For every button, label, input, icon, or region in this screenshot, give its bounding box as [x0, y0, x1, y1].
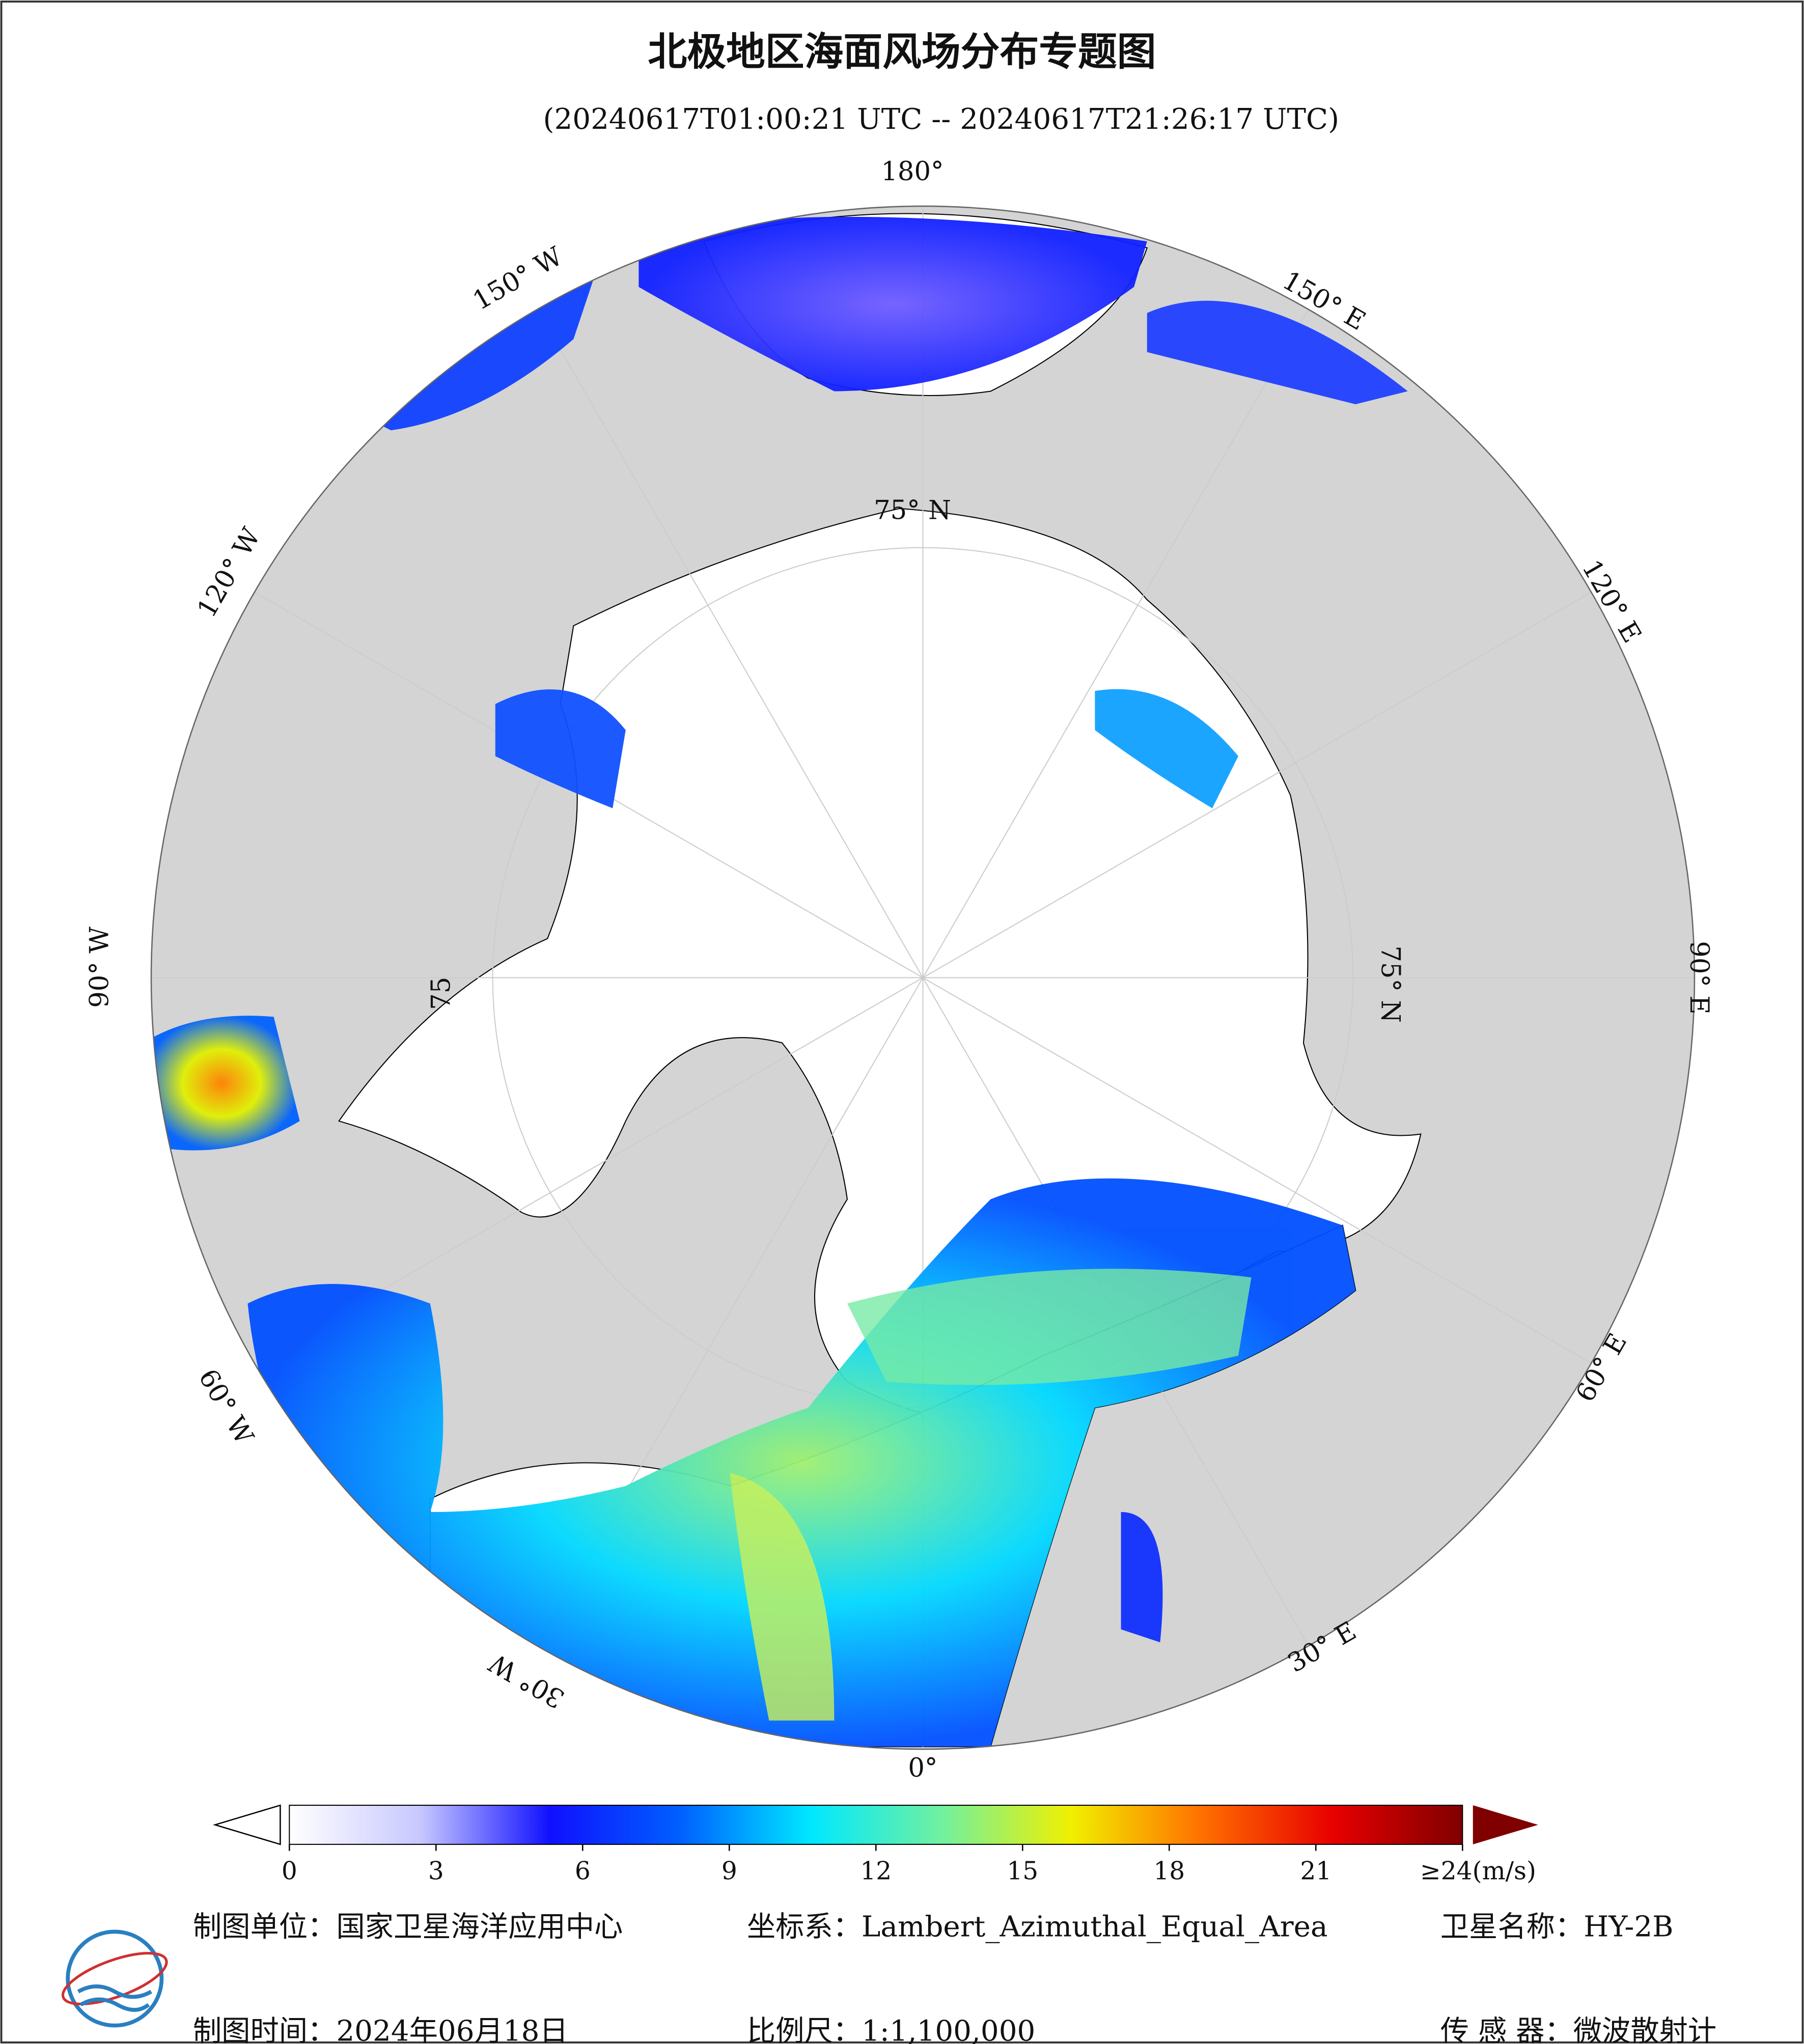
footer-text: 制图时间：2024年06月18日 [193, 2015, 568, 2044]
colorbar-tick-label: 6 [575, 1857, 591, 1886]
map-subtitle: (20240617T01:00:21 UTC -- 20240617T21:26… [543, 103, 1340, 136]
colorbar-over [1473, 1805, 1538, 1844]
footer-text: 传 感 器：微波散射计 [1440, 2015, 1716, 2044]
footer-text: 坐标系：Lambert_Azimuthal_Equal_Area [747, 1911, 1328, 1944]
colorbar-tick-label: 15 [1007, 1857, 1038, 1886]
lon-label: 180° [881, 156, 943, 187]
footer-text: 制图单位：国家卫星海洋应用中心 [193, 1911, 623, 1944]
lon-label: 90° W [85, 927, 115, 1008]
footer-text: 卫星名称：HY-2B [1440, 1911, 1674, 1944]
colorbar-ramp [289, 1805, 1463, 1845]
wind-swaths [151, 216, 1408, 1747]
map-disc [151, 206, 1695, 1749]
colorbar-tick-label: 21 [1300, 1857, 1331, 1886]
footer-text: 比例尺：1:1,100,000 [747, 2015, 1036, 2044]
colorbar-tick-label: 9 [721, 1857, 737, 1886]
lon-label: 0° [908, 1753, 937, 1783]
colorbar-under [212, 1804, 281, 1845]
lon-label: 90° E [1684, 941, 1714, 1014]
lat-label: 75 [426, 977, 456, 1010]
lon-label: 60° W [192, 1364, 260, 1450]
lat-label: 75° N [874, 495, 951, 526]
logo [61, 1929, 168, 2028]
colorbar-tick-label: 0 [282, 1857, 297, 1886]
map-title: 北极地区海面风场分布专题图 [648, 29, 1156, 75]
colorbar-tick-label: 18 [1153, 1857, 1185, 1886]
colorbar-tick-label: 3 [428, 1857, 444, 1886]
colorbar: 0 3 6 9 12 15 18 21 ≥24(m/s) [212, 1804, 1538, 1886]
colorbar-tick-label: ≥24(m/s) [1420, 1857, 1536, 1886]
colorbar-tick-label: 12 [860, 1857, 892, 1886]
lat-label: 75° N [1375, 945, 1405, 1023]
map-border [150, 205, 1696, 1750]
